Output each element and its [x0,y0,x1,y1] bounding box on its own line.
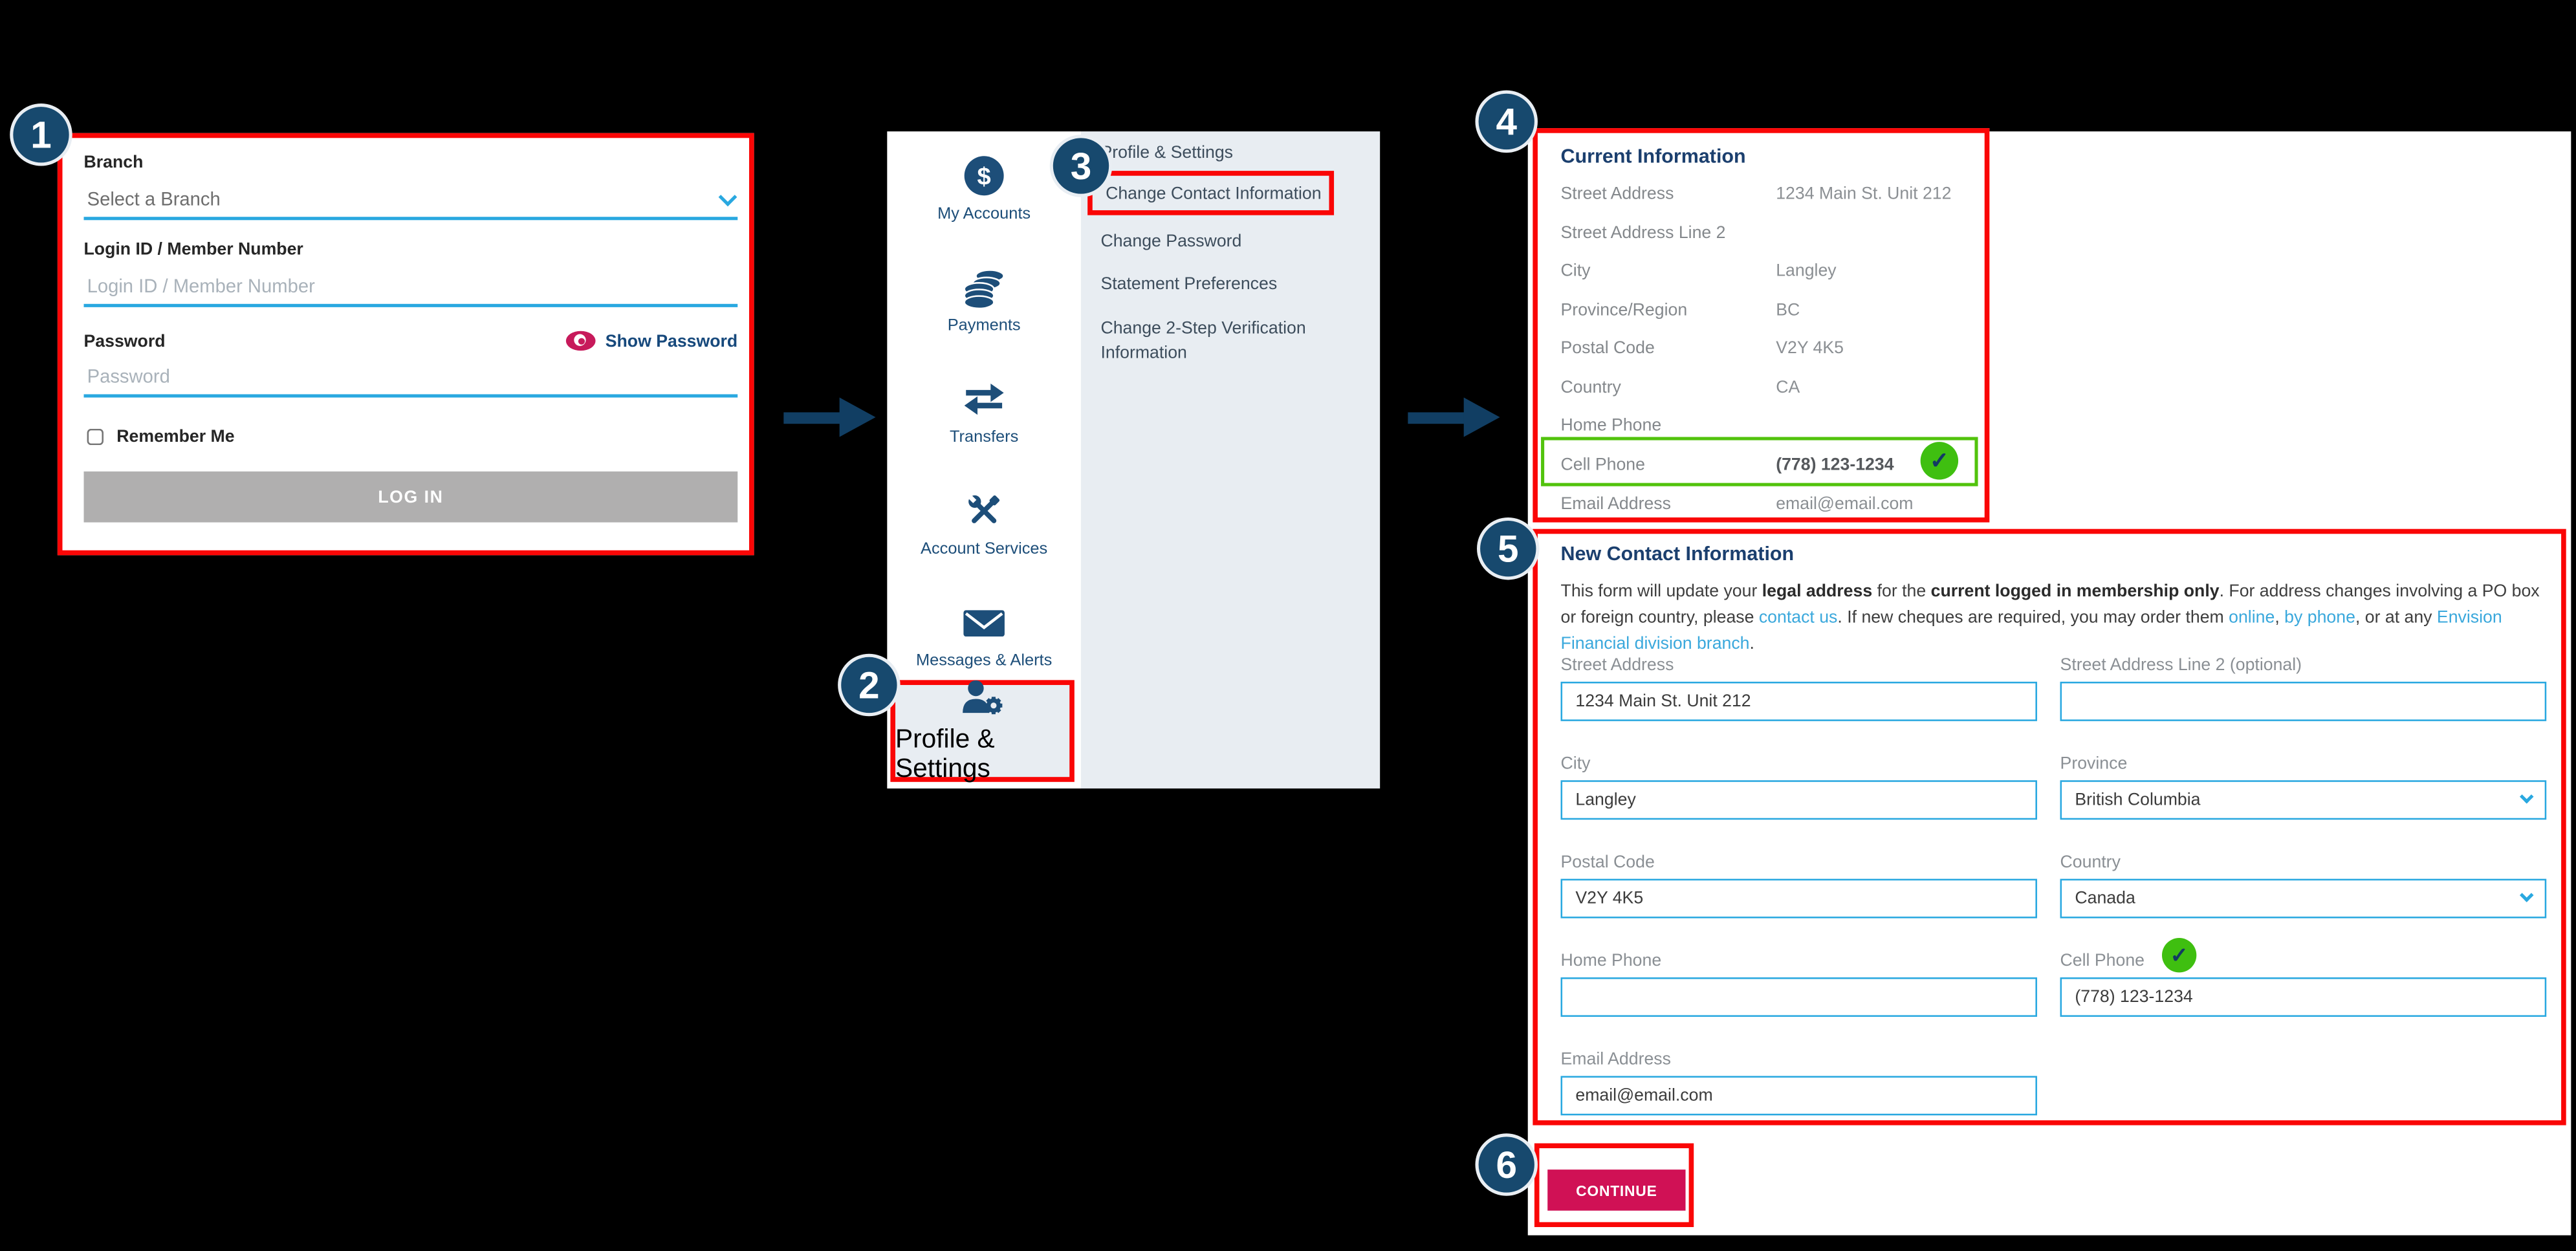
menu-item-change-2step-verification[interactable]: Change 2-Step Verification Information [1100,318,1306,362]
info-row: Postal Code V2Y 4K5 [1560,338,1844,358]
login-id-label: Login ID / Member Number [83,239,303,260]
continue-highlight-box: CONTINUE [1534,1143,1694,1228]
envelope-icon [963,598,1005,647]
sidebar-item-label: Payments [947,317,1021,336]
province-select-value: British Columbia [2075,790,2201,810]
sidebar-item-account-services[interactable]: Account Services [887,486,1081,559]
info-row: Street Address Line 2 [1560,223,1726,243]
info-row-cell-phone: Cell Phone (778) 123-1234 [1560,455,1894,475]
sidebar-item-transfers[interactable]: Transfers [887,375,1081,447]
change-contact-page: Current Information Street Address 1234 … [1527,128,2571,1235]
info-row: City Langley [1560,261,1837,281]
menu-item-statement-preferences[interactable]: Statement Preferences [1100,274,1278,294]
cell-phone-label: Cell Phone [2060,951,2145,971]
sidebar-item-payments[interactable]: Payments [887,263,1081,335]
street-address-2-label: Street Address Line 2 (optional) [2060,655,2302,675]
sidebar: $ My Accounts Payments [887,131,1081,789]
eye-icon [567,331,596,351]
flow-arrow-2 [1408,397,1500,437]
menu-item-change-contact-information[interactable]: Change Contact Information [1106,183,1322,203]
password-label: Password [83,331,166,351]
verified-check-icon: ✓ [1920,442,1959,480]
branch-select[interactable]: Select a Branch [83,184,738,221]
chevron-down-icon [718,188,737,207]
sidebar-item-label: Transfers [949,428,1019,447]
step-5-badge: 5 [1477,517,1540,580]
city-input[interactable] [1560,780,2037,820]
info-row: Province/Region BC [1560,300,1800,321]
branch-select-value: Select a Branch [87,190,221,211]
person-gear-icon [959,678,1005,726]
flow-arrow-1 [783,397,876,437]
info-row: Street Address 1234 Main St. Unit 212 [1560,184,1952,204]
email-address-input[interactable] [1560,1076,2037,1116]
verified-highlight-box [1541,437,1978,486]
remember-me-label: Remember Me [116,427,235,447]
info-row: Home Phone [1560,415,1662,435]
country-label: Country [2060,853,2121,873]
step-1-badge: 1 [10,103,72,166]
password-input[interactable] [83,361,738,398]
city-label: City [1560,754,1591,774]
province-label: Province [2060,754,2128,774]
current-information-title: Current Information [1560,144,1746,168]
branch-label: Branch [83,153,144,173]
street-address-input[interactable] [1560,681,2037,721]
home-phone-label: Home Phone [1560,951,1662,971]
country-select-value: Canada [2075,888,2135,909]
log-in-button[interactable]: LOG IN [83,471,738,523]
sidebar-item-label: My Accounts [937,205,1031,224]
info-row: Country CA [1560,378,1800,398]
show-password-label: Show Password [605,331,738,351]
cell-phone-input[interactable] [2060,977,2547,1017]
coins-icon [961,263,1007,312]
province-select[interactable]: British Columbia [2060,780,2547,820]
step-6-badge: 6 [1475,1133,1538,1196]
info-row: Email Address email@email.com [1560,494,1914,514]
navigation-panel: $ My Accounts Payments [887,131,1381,789]
transfer-arrows-icon [961,375,1007,424]
menu-item-change-password[interactable]: Change Password [1100,232,1242,252]
menu-item-change-contact-highlight: Change Contact Information [1087,171,1335,215]
street-address-2-input[interactable] [2060,681,2547,721]
street-address-label: Street Address [1560,655,1674,675]
home-phone-input[interactable] [1560,977,2037,1017]
sidebar-item-my-accounts[interactable]: $ My Accounts [887,151,1081,224]
current-information-section: Current Information Street Address 1234 … [1533,128,1990,523]
sidebar-item-messages-alerts[interactable]: Messages & Alerts [887,598,1081,670]
new-contact-intro: This form will update your legal address… [1560,581,2540,655]
step-4-badge: 4 [1475,90,1538,153]
remember-me-checkbox[interactable] [87,428,104,446]
cell-phone-verified-check-icon: ✓ [2161,938,2197,973]
new-contact-information-section: New Contact Information This form will u… [1533,528,2566,1126]
chevron-down-icon [2519,789,2534,804]
login-id-input[interactable] [83,271,738,307]
svg-text:$: $ [977,164,991,191]
new-contact-title: New Contact Information [1560,542,1795,565]
country-select[interactable]: Canada [2060,878,2547,919]
profile-settings-submenu: Profile & Settings Change Contact Inform… [1080,131,1381,789]
postal-code-input[interactable] [1560,878,2037,919]
postal-code-label: Postal Code [1560,853,1655,873]
tools-icon [963,486,1005,536]
step-3-badge: 3 [1049,135,1113,197]
email-address-label: Email Address [1560,1049,1671,1070]
chevron-down-icon [2519,888,2534,902]
show-password-toggle[interactable]: Show Password [566,330,737,351]
login-panel: Branch Select a Branch Login ID / Member… [57,133,754,556]
sidebar-item-label: Profile & Settings [895,725,995,783]
step-2-badge: 2 [838,653,901,717]
sidebar-item-label: Messages & Alerts [916,652,1053,671]
menu-item-profile-settings[interactable]: Profile & Settings [1100,142,1234,163]
sidebar-item-profile-settings[interactable]: Profile & Settings [890,678,1075,783]
sidebar-item-label: Account Services [921,540,1048,559]
continue-button[interactable]: CONTINUE [1547,1169,1686,1211]
dollar-circle-icon: $ [963,151,1005,201]
